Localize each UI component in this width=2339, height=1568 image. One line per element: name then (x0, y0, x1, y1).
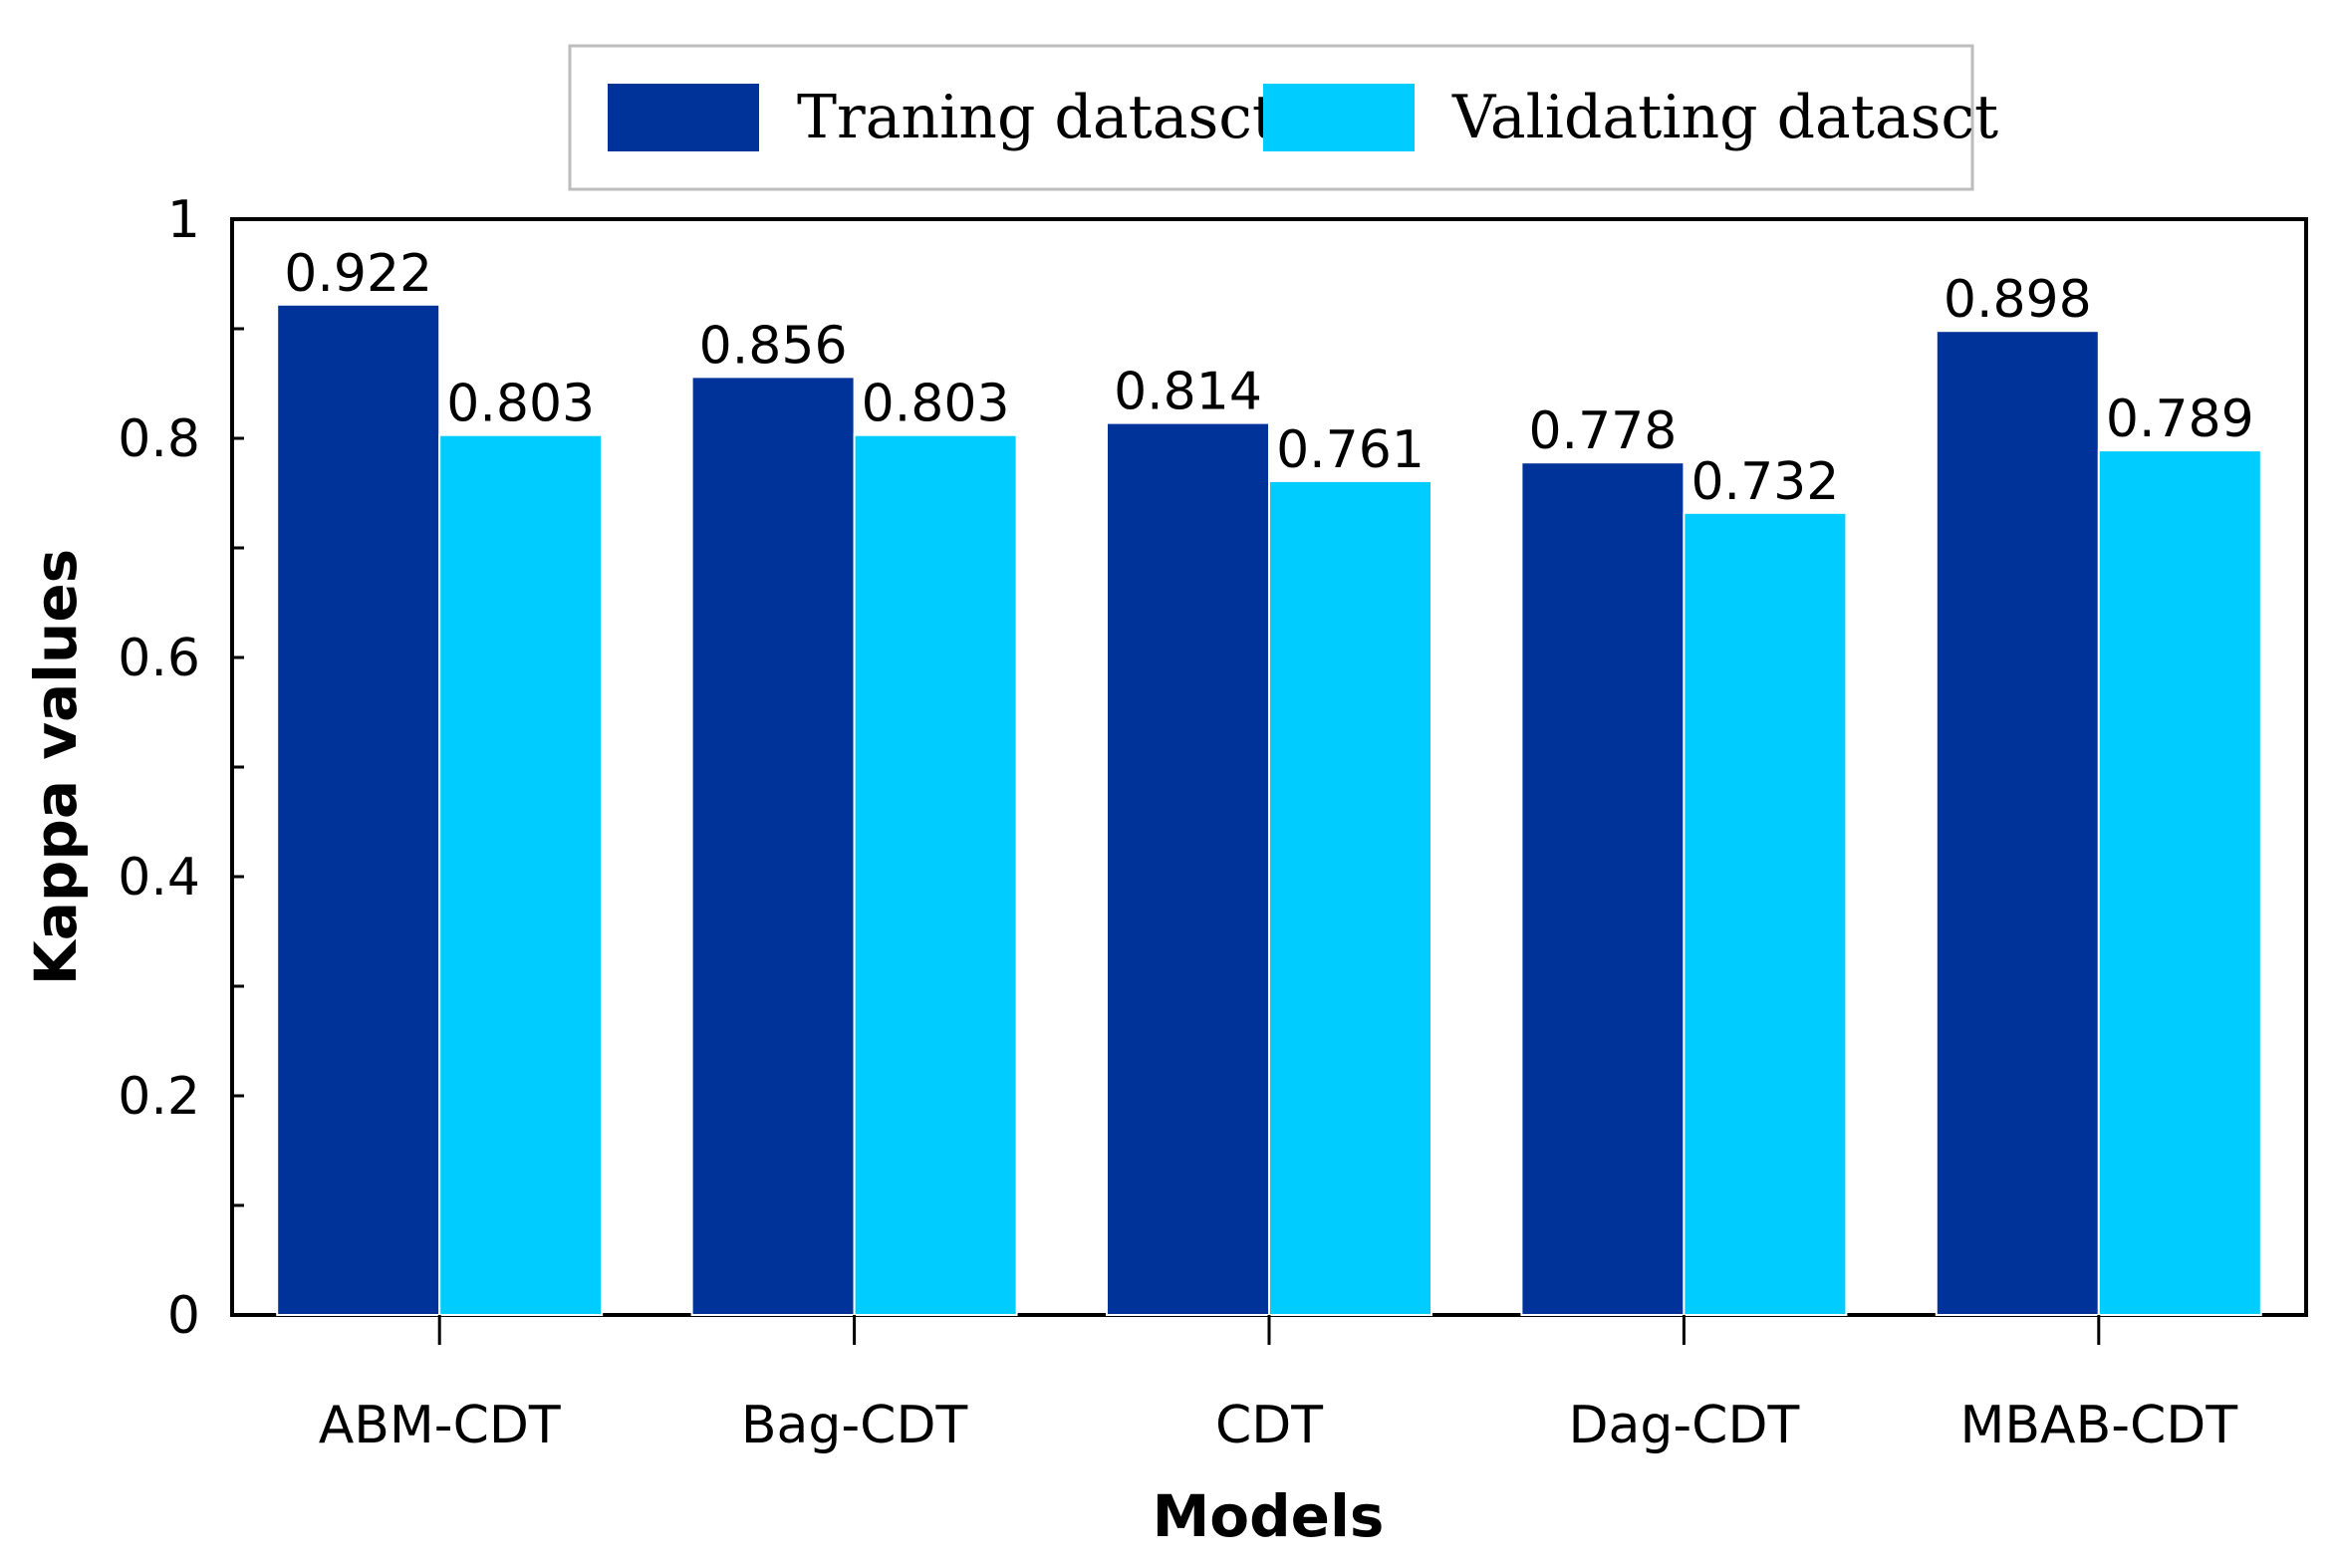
x-tick-label: MBAB-CDT (1959, 1396, 2237, 1455)
y-axis-title: Kappa values (22, 549, 90, 985)
bar-validating-mbab-cdt (2097, 449, 2262, 1317)
y-tick-label: 0 (167, 1286, 200, 1346)
bar-validating-dag-cdt (1683, 511, 1848, 1316)
data-label: 0.761 (1276, 420, 1425, 480)
y-tick-label: 0.4 (118, 848, 200, 908)
y-tick-label: 1 (167, 190, 200, 250)
data-label: 0.898 (1944, 270, 2092, 330)
y-tick-label: 0.2 (118, 1067, 200, 1127)
x-tick-label: CDT (1215, 1396, 1323, 1455)
data-label: 0.789 (2106, 390, 2254, 449)
data-label: 0.803 (862, 375, 1010, 434)
bar-training-abm-cdt (276, 303, 441, 1316)
legend-label-training: Traning datasct (797, 83, 1276, 152)
x-axis-title: Models (1153, 1482, 1385, 1550)
data-label: 0.814 (1114, 363, 1262, 422)
data-label: 0.803 (446, 375, 595, 434)
data-label: 0.732 (1690, 452, 1839, 512)
legend: Traning datasct Validating datasct (568, 44, 1998, 191)
x-tick-label: Dag-CDT (1569, 1396, 1800, 1455)
y-tick-label: 0.6 (118, 629, 200, 688)
bar-training-bag-cdt (690, 376, 856, 1316)
y-tick-label: 0.8 (118, 409, 200, 469)
x-tick-label: ABM-CDT (319, 1396, 561, 1455)
y-axis: 0 0.2 0.4 0.6 0.8 1 (118, 190, 244, 1346)
legend-label-validating: Validating datasct (1451, 83, 1998, 152)
data-label: 0.922 (284, 244, 432, 304)
bar-validating-cdt (1268, 479, 1432, 1316)
legend-swatch-validating (1263, 84, 1415, 151)
bar-validating-bag-cdt (853, 433, 1018, 1316)
data-label: 0.778 (1528, 401, 1677, 461)
x-tick-label: Bag-CDT (741, 1396, 968, 1455)
bar-validating-abm-cdt (438, 433, 604, 1316)
x-axis: ABM-CDT Bag-CDT CDT Dag-CDT MBAB-CDT (319, 1315, 2237, 1455)
data-label: 0.856 (699, 316, 848, 376)
bar-training-cdt (1106, 421, 1270, 1317)
bar-training-dag-cdt (1520, 461, 1686, 1316)
bar-training-mbab-cdt (1935, 330, 2100, 1316)
legend-swatch-training (608, 84, 759, 151)
